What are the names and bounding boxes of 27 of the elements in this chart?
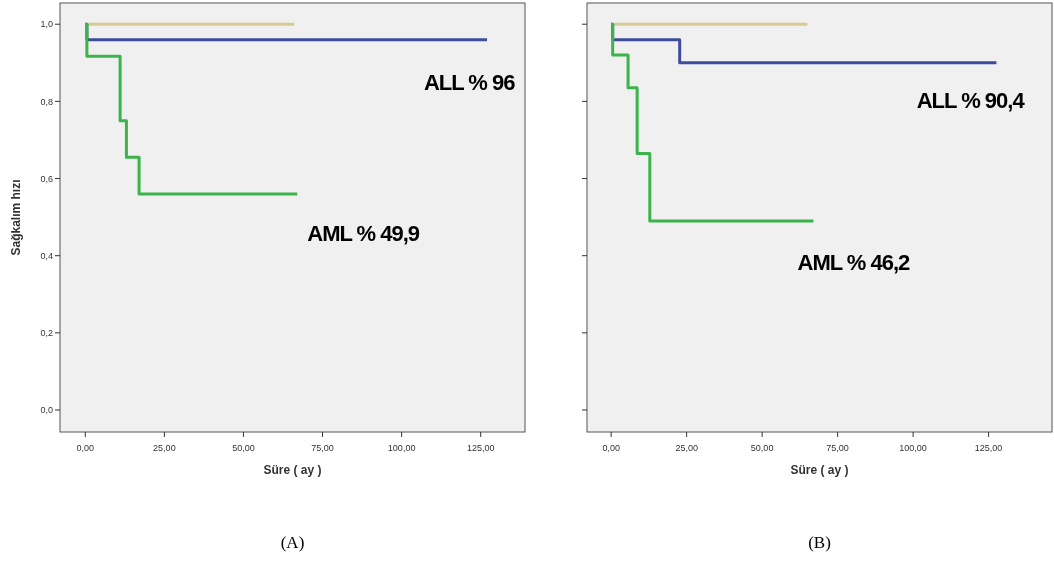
annotation: AML % 46,2 [797,249,911,275]
text: (B) [808,533,831,552]
y-tick-label: 0,8 [40,96,53,107]
y-axis-title: Sağkalım hızı [9,179,23,256]
text: (A) [280,533,305,552]
x-tick-label: 75,00 [311,443,334,453]
y-tick-label: 0,0 [40,405,53,416]
x-tick-label: 125,00 [974,443,1003,453]
annotation: ALL % 96 [423,70,516,96]
x-axis-title: Süre ( ay ) [263,463,322,477]
x-tick-label: 100,00 [387,443,416,453]
x-tick-label: 125,00 [466,443,495,453]
x-tick-label: 25,00 [153,443,176,453]
x-tick-label: 50,00 [232,443,255,453]
x-tick-label: 0,00 [76,443,95,453]
annotation: AML % 49,9 [307,220,420,246]
x-axis-title: Süre ( ay ) [790,463,849,477]
annotation: ALL % 90,4 [916,87,1026,113]
x-tick-label: 25,00 [675,443,698,453]
y-tick-label: 0,6 [40,173,53,184]
x-tick-label: 75,00 [826,443,849,453]
y-tick-label: 0,2 [40,328,53,338]
y-tick-label: 0,4 [40,250,53,261]
x-tick-label: 100,00 [899,443,927,453]
y-tick-label: 1,0 [40,19,53,30]
x-tick-label: 0,00 [602,443,620,453]
x-tick-label: 50,00 [750,443,774,453]
